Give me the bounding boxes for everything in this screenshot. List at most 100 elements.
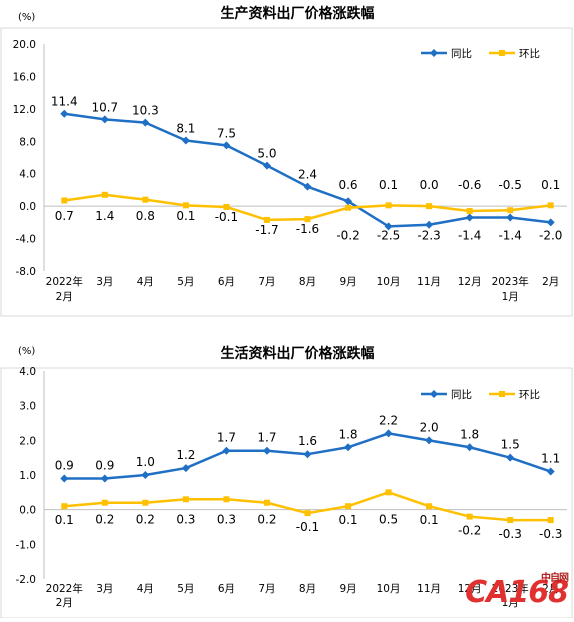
- data-label-mom: 0.2: [257, 513, 276, 527]
- data-point-yoy: [465, 213, 474, 222]
- x-tick-label: 7月: [258, 276, 275, 288]
- data-label-mom: -0.3: [539, 527, 562, 541]
- chart-frame: [0, 27, 573, 317]
- data-label-mom: -2.0: [539, 229, 562, 243]
- data-label-yoy: 7.5: [217, 126, 236, 140]
- x-tick-label: 10月: [377, 583, 401, 595]
- data-point-mom: [223, 496, 230, 503]
- data-label-mom: 0.2: [95, 513, 114, 527]
- x-tick-label: 3月: [96, 276, 113, 288]
- data-label-mom: -0.2: [336, 229, 359, 243]
- data-label-mom: 0.1: [420, 513, 439, 527]
- y-tick-label: -8.0: [16, 266, 37, 278]
- y-axis-unit: (%): [18, 12, 35, 23]
- data-point-mom: [547, 202, 554, 209]
- data-label-yoy: 8.1: [176, 121, 195, 135]
- legend-marker: [430, 390, 438, 398]
- x-tick-label: 6月: [218, 276, 235, 288]
- data-point-yoy: [60, 109, 69, 118]
- data-label-mom: -1.7: [255, 223, 278, 237]
- data-label-yoy: 10.7: [91, 100, 118, 114]
- y-tick-label: 4.0: [19, 169, 36, 181]
- x-tick-label: 10月: [377, 276, 401, 288]
- data-label-yoy: 0.1: [541, 178, 560, 192]
- chart-panel-2: 生活资料出厂价格涨跌幅 (%) 4.0 3.0 2.0 1.0 0.0 -1.0 -2.0 202…: [0, 345, 573, 619]
- data-label-yoy: 11.4: [51, 95, 78, 109]
- chart-title: 生产资料出厂价格涨跌幅: [221, 5, 375, 22]
- data-label-mom: -1.6: [296, 222, 319, 236]
- y-tick-label: 12.0: [13, 104, 36, 116]
- data-point-mom: [385, 489, 392, 496]
- data-point-yoy: [344, 197, 353, 206]
- data-point-mom: [223, 203, 230, 210]
- data-label-mom: -0.1: [215, 210, 238, 224]
- y-tick-label: 20.0: [13, 39, 36, 51]
- x-tick-label: 9月: [339, 276, 356, 288]
- watermark-logo: 中自网 CA168: [465, 573, 569, 610]
- y-tick-label: 0.0: [19, 201, 36, 213]
- data-point-mom: [466, 208, 473, 215]
- data-point-yoy: [546, 218, 555, 227]
- data-label-yoy: 1.7: [217, 431, 236, 445]
- data-label-mom: 0.3: [217, 513, 236, 527]
- data-label-mom: 0.5: [379, 513, 398, 527]
- legend-marker: [499, 50, 505, 56]
- data-label-yoy: 0.1: [379, 178, 398, 192]
- y-tick-label: 1.0: [19, 470, 36, 482]
- data-label-yoy: -0.6: [458, 178, 481, 192]
- data-point-mom: [142, 196, 149, 203]
- data-point-yoy: [506, 213, 515, 222]
- data-label-mom: 1.4: [95, 209, 114, 223]
- data-point-mom: [304, 216, 311, 223]
- data-label-yoy: 1.5: [501, 438, 520, 452]
- data-point-mom: [426, 203, 433, 210]
- data-point-mom: [547, 517, 554, 524]
- data-point-yoy: [100, 474, 109, 483]
- data-label-mom: 0.1: [55, 513, 74, 527]
- data-point-yoy: [262, 161, 271, 170]
- data-point-yoy: [384, 222, 393, 231]
- data-label-yoy: 1.7: [257, 431, 276, 445]
- x-tick-label: 7月: [258, 583, 275, 595]
- x-tick-label: 5月: [177, 276, 194, 288]
- y-tick-label: 16.0: [13, 71, 36, 83]
- x-tick-label: 4月: [137, 583, 154, 595]
- y-tick-label: 2.0: [19, 435, 36, 447]
- data-point-yoy: [181, 136, 190, 145]
- x-tick-label: 3月: [96, 583, 113, 595]
- data-label-yoy: 10.3: [132, 104, 159, 118]
- data-point-mom: [507, 207, 514, 214]
- data-point-mom: [263, 499, 270, 506]
- data-point-mom: [101, 499, 108, 506]
- data-label-mom: 0.1: [338, 513, 357, 527]
- x-tick-label: 2022年 2月: [46, 275, 83, 303]
- data-point-yoy: [465, 443, 474, 452]
- data-label-yoy: 2.0: [420, 420, 439, 434]
- data-point-yoy: [181, 464, 190, 473]
- data-label-yoy: 2.2: [379, 413, 398, 427]
- data-label-yoy: -0.5: [498, 178, 521, 192]
- data-label-yoy: 1.2: [176, 448, 195, 462]
- data-label-yoy: 1.8: [338, 427, 357, 441]
- x-tick-label: 2023年 1月: [492, 275, 529, 303]
- data-point-yoy: [425, 220, 434, 229]
- data-point-mom: [426, 503, 433, 510]
- data-point-yoy: [344, 443, 353, 452]
- y-tick-label: -2.0: [16, 574, 37, 586]
- legend-label: 同比: [451, 47, 472, 60]
- data-label-mom: -0.3: [498, 527, 521, 541]
- data-label-mom: 0.7: [55, 209, 74, 223]
- legend-label: 环比: [519, 47, 540, 60]
- data-label-yoy: 2.4: [298, 168, 317, 182]
- data-label-mom: 0.3: [176, 513, 195, 527]
- data-point-mom: [466, 513, 473, 520]
- x-tick-label: 12月: [458, 583, 482, 595]
- data-point-yoy: [303, 450, 312, 459]
- data-label-mom: 0.1: [176, 209, 195, 223]
- legend-marker: [499, 391, 505, 397]
- x-tick-label: 2月: [542, 276, 559, 288]
- data-point-yoy: [60, 474, 69, 483]
- legend-label: 同比: [451, 388, 472, 401]
- data-point-mom: [61, 503, 68, 510]
